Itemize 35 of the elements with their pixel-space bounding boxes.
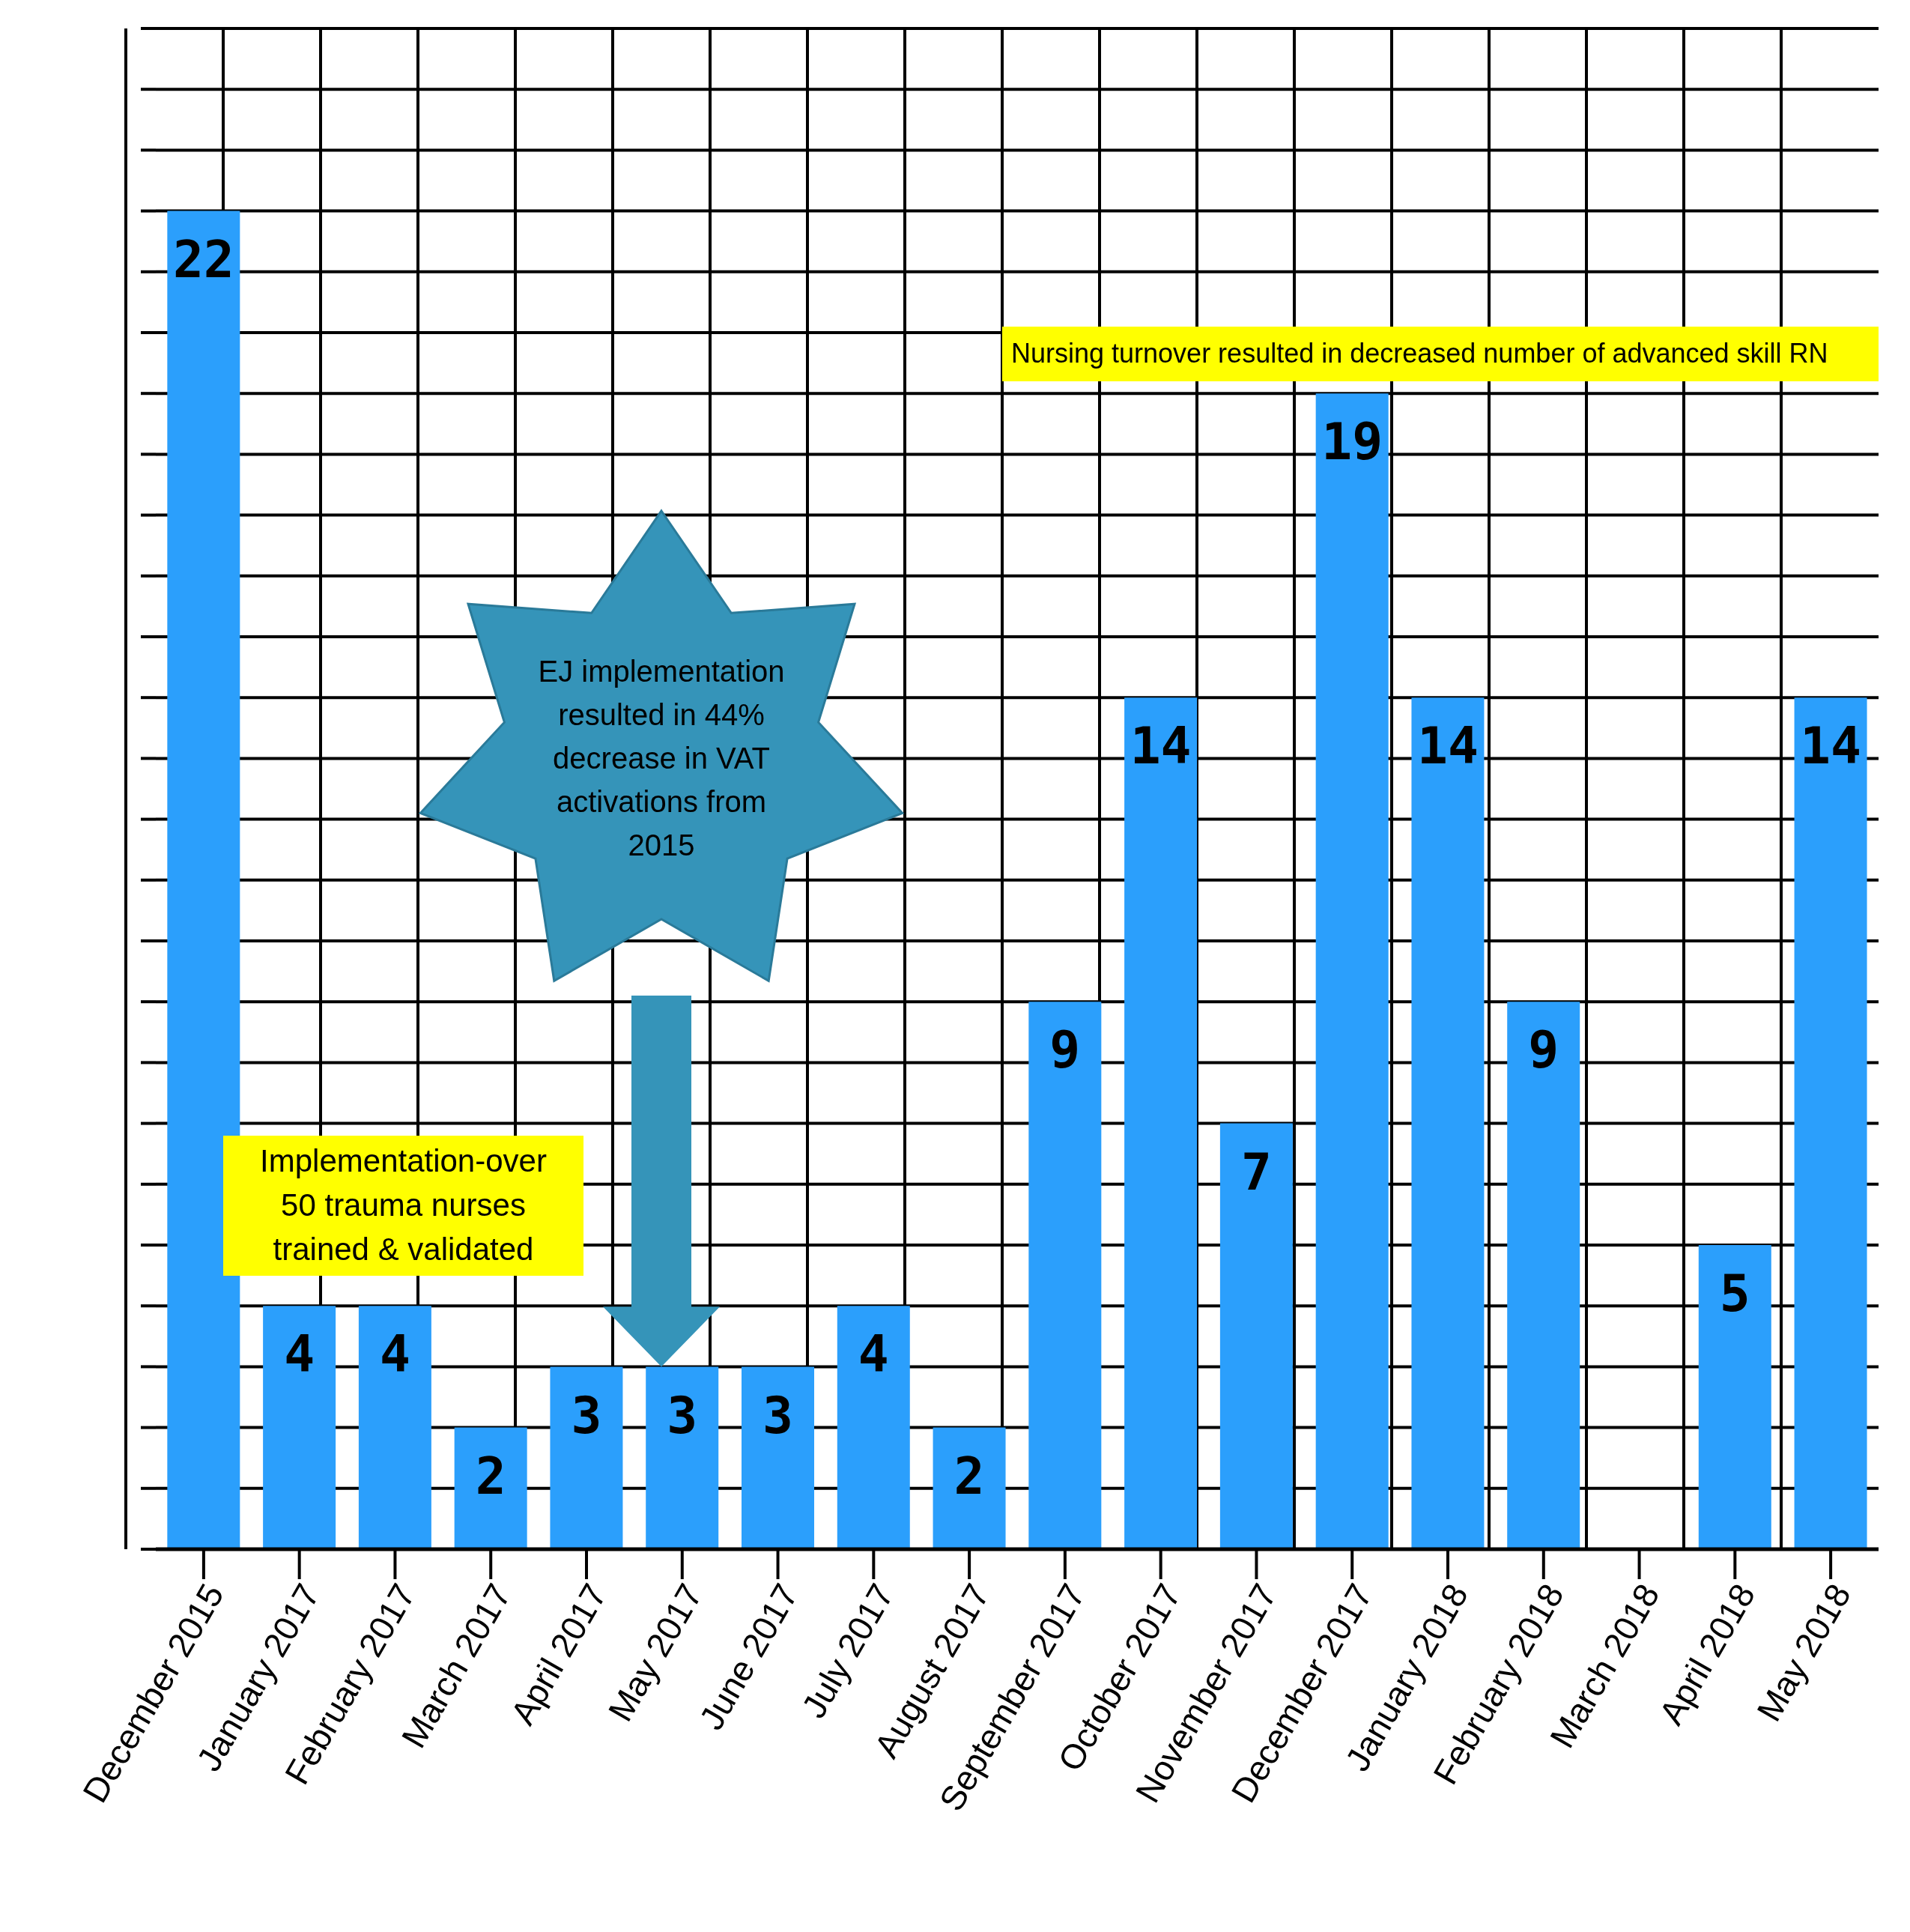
bar — [550, 1366, 623, 1549]
data-label: 3 — [571, 1385, 602, 1445]
bar — [1028, 1002, 1102, 1549]
data-label: 4 — [858, 1324, 889, 1384]
data-label: 4 — [379, 1324, 410, 1384]
data-label: 9 — [1049, 1020, 1081, 1080]
data-label: 14 — [1130, 716, 1192, 776]
bar — [1411, 697, 1485, 1549]
bar — [646, 1366, 719, 1549]
data-label: 9 — [1528, 1020, 1559, 1080]
bar — [1698, 1245, 1771, 1549]
bar — [1507, 1002, 1580, 1549]
bar — [167, 211, 240, 1549]
bar — [1219, 1123, 1293, 1549]
bar — [263, 1306, 336, 1549]
data-label: 2 — [475, 1446, 506, 1506]
bar — [358, 1306, 431, 1549]
data-label: 19 — [1321, 412, 1383, 472]
data-label: 2 — [954, 1446, 985, 1506]
bar — [742, 1366, 814, 1549]
bar — [933, 1427, 1006, 1549]
data-label: 14 — [1800, 716, 1861, 776]
annotation: Implementation-over 50 trauma nurses trained & validated — [259, 1142, 548, 1268]
bar — [1794, 697, 1867, 1549]
bar — [454, 1427, 527, 1549]
annotation: Nursing turnover resulted in decreased number of advanced skill RN — [1002, 326, 1879, 381]
data-label: 5 — [1719, 1264, 1750, 1324]
data-label: 4 — [284, 1324, 315, 1384]
data-label: 22 — [172, 229, 234, 289]
annotation: EJ implementation resulted in 44% decrease in VAT activations from 2015 — [537, 654, 786, 864]
data-label: 3 — [667, 1385, 698, 1445]
data-label: 14 — [1417, 716, 1479, 776]
data-label: 3 — [763, 1385, 793, 1445]
bar — [837, 1306, 910, 1549]
data-label: 7 — [1240, 1142, 1272, 1202]
